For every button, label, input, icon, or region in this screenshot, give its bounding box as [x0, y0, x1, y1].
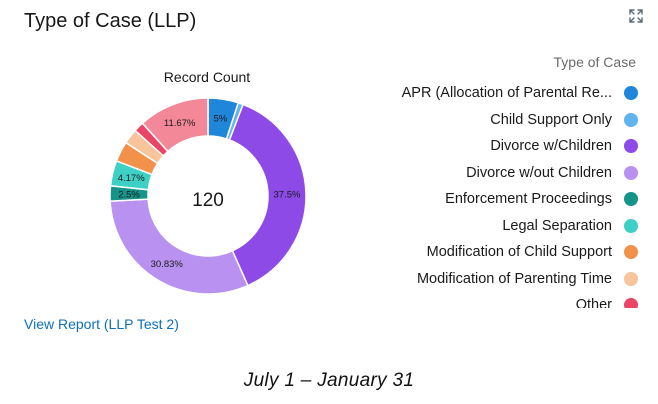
legend-color-dot-icon — [624, 112, 638, 127]
legend-color-dot-icon — [624, 298, 638, 308]
legend-color-dot-icon — [624, 139, 638, 154]
slice-label: 2.5% — [118, 189, 140, 200]
legend-item[interactable]: APR (Allocation of Parental Re... — [338, 80, 638, 107]
slice-label: 37.5% — [274, 189, 301, 200]
slice-label: 11.67% — [164, 118, 196, 129]
legend-item[interactable]: Child Support Only — [338, 107, 638, 134]
chart-title: Record Count — [164, 69, 250, 85]
legend-title: Type of Case — [553, 54, 637, 70]
legend-color-dot-icon — [624, 192, 638, 207]
legend-item[interactable]: Divorce w/Children — [338, 133, 638, 160]
legend-color-dot-icon — [624, 245, 638, 260]
legend-label: Modification of Parenting Time — [416, 270, 612, 287]
card-title: Type of Case (LLP) — [24, 10, 197, 32]
view-report-link[interactable]: View Report (LLP Test 2) — [24, 316, 179, 332]
donut-slices — [109, 97, 307, 295]
donut-total: 120 — [192, 190, 224, 211]
donut-slice[interactable] — [141, 97, 209, 153]
legend-label: Legal Separation — [502, 217, 612, 234]
slice-label: 30.83% — [151, 259, 184, 270]
donut-slice-labels: 5% 37.5% 30.83% 2.5% 4.17% 11.67% — [118, 113, 301, 269]
slice-label: 4.17% — [118, 173, 145, 184]
donut-slice[interactable] — [228, 103, 307, 287]
date-range: July 1 – January 31 — [243, 370, 415, 391]
legend-label: Divorce w/Children — [490, 138, 612, 155]
legend-color-dot-icon — [624, 271, 638, 286]
chart-legend: APR (Allocation of Parental Re... Child S… — [338, 80, 638, 308]
legend-label: Divorce w/out Children — [466, 164, 612, 181]
legend-label: Other — [575, 297, 612, 308]
legend-color-dot-icon — [624, 86, 638, 101]
legend-label: Enforcement Proceedings — [445, 191, 612, 208]
slice-label: 5% — [213, 113, 227, 124]
legend-label: Modification of Child Support — [426, 244, 612, 261]
legend-item[interactable]: Divorce w/out Children — [338, 160, 638, 187]
legend-label: Child Support Only — [490, 111, 612, 128]
donut-slice[interactable] — [109, 198, 249, 295]
legend-item[interactable]: Enforcement Proceedings — [338, 186, 638, 213]
legend-item[interactable]: Modification of Child Support — [338, 239, 638, 266]
legend-item[interactable]: Legal Separation — [338, 213, 638, 240]
legend-label: APR (Allocation of Parental Re... — [401, 85, 612, 102]
legend-color-dot-icon — [624, 165, 638, 180]
legend-color-dot-icon — [624, 218, 638, 233]
legend-item[interactable]: Other — [338, 292, 638, 308]
legend-item[interactable]: Modification of Parenting Time — [338, 266, 638, 293]
expand-arrows-icon[interactable] — [628, 8, 644, 24]
